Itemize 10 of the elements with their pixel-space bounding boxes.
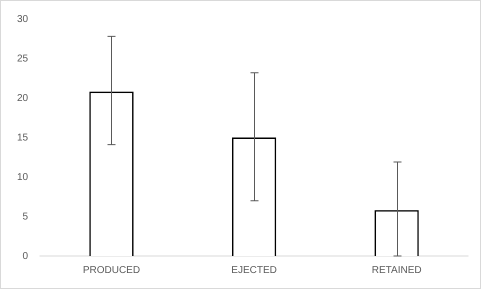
- x-tick-label: EJECTED: [231, 264, 277, 276]
- y-tick-label: 15: [17, 132, 29, 144]
- y-tick-label: 10: [17, 172, 29, 183]
- x-tick-label: PRODUCED: [82, 264, 140, 276]
- y-tick-label: 25: [17, 53, 29, 64]
- y-tick-label: 5: [22, 211, 29, 222]
- y-tick-label: 20: [17, 92, 29, 104]
- y-tick-label: 0: [22, 250, 29, 262]
- x-tick-label: RETAINED: [372, 264, 422, 276]
- y-tick-label: 30: [17, 14, 29, 25]
